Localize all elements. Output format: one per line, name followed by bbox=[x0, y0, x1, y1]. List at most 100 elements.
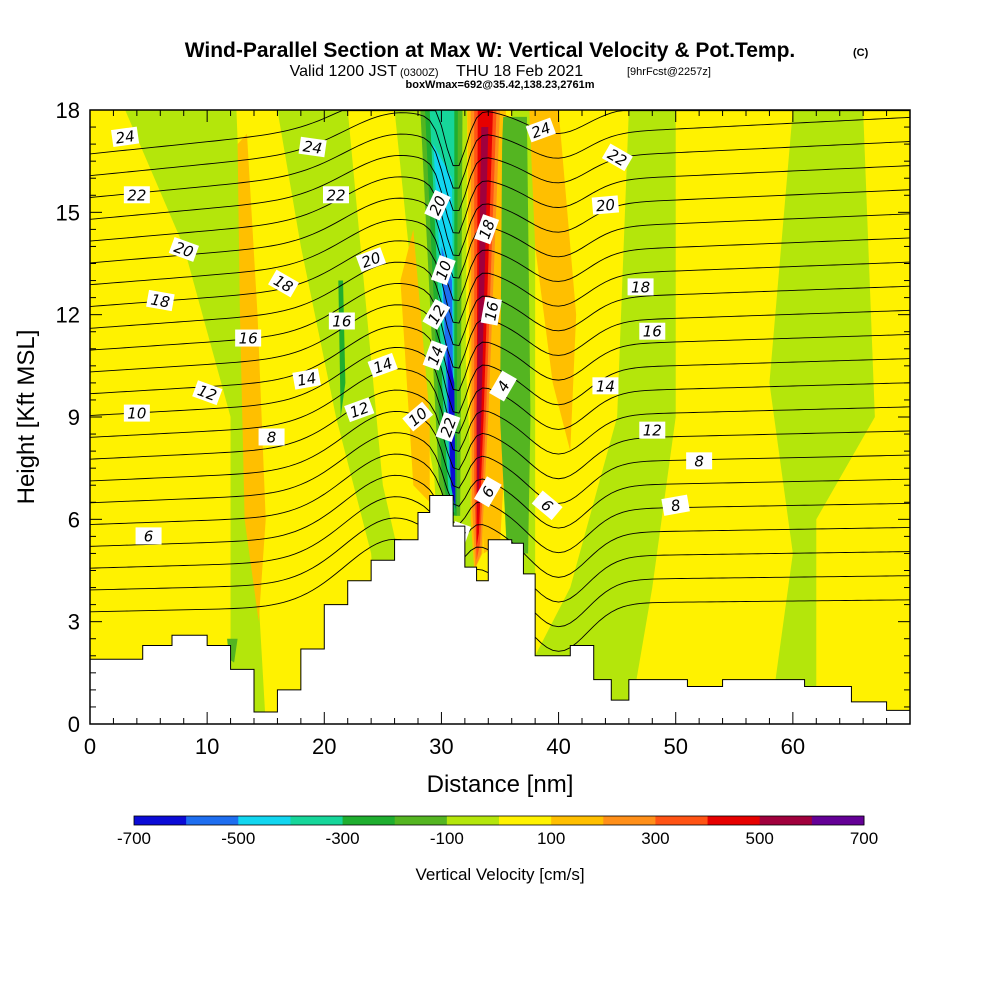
contour-label: 16 bbox=[480, 296, 502, 326]
y-axis: 0 3 6 9 12 15 18 bbox=[56, 98, 910, 737]
x-tick-label: 20 bbox=[312, 734, 336, 759]
colorbar-swatch bbox=[811, 816, 865, 825]
contour-label: 18 bbox=[627, 278, 654, 296]
contour-label-text: 14 bbox=[296, 369, 318, 390]
contour-label-text: 12 bbox=[347, 398, 371, 421]
contour-label-text: 24 bbox=[529, 119, 553, 142]
theta-contour-line bbox=[90, 304, 910, 392]
contour-label: 20 bbox=[168, 236, 200, 262]
theta-contour-line bbox=[90, 219, 910, 302]
contour-label-text: 12 bbox=[643, 422, 662, 440]
colorbar-swatch bbox=[446, 816, 500, 825]
colorbar-swatch bbox=[499, 816, 552, 825]
theta-contour-line bbox=[90, 410, 910, 504]
contour-label: 8 bbox=[661, 494, 690, 516]
contour-label-text: 16 bbox=[481, 300, 502, 322]
colorbar-tick-label: -100 bbox=[430, 829, 464, 848]
subtitle-date: THU 18 Feb 2021 bbox=[456, 63, 583, 80]
theta-contour-line bbox=[90, 197, 910, 279]
contour-label-text: 14 bbox=[424, 344, 447, 368]
colorbar-frame bbox=[133, 815, 865, 826]
theta-contour-line bbox=[90, 474, 910, 578]
colorbar-swatch bbox=[759, 816, 813, 825]
y-tick-label: 9 bbox=[68, 405, 80, 430]
upward-motion-region bbox=[816, 110, 910, 724]
contour-label-text: 6 bbox=[144, 527, 154, 545]
colorbar-swatch bbox=[394, 816, 448, 825]
contour-label: 14 bbox=[367, 352, 398, 378]
contour-label: 16 bbox=[235, 329, 262, 348]
contour-label-text: 8 bbox=[267, 428, 277, 446]
contour-label: 22 bbox=[435, 411, 461, 443]
contour-label-text: 16 bbox=[643, 323, 662, 341]
y-tick-label: 6 bbox=[68, 507, 80, 532]
chart-title: Wind-Parallel Section at Max W: Vertical… bbox=[185, 39, 796, 62]
contour-label: 24 bbox=[298, 136, 327, 158]
contour-label: 4 bbox=[489, 370, 517, 402]
x-tick-label: 30 bbox=[429, 734, 453, 759]
colorbar-swatch bbox=[655, 816, 709, 825]
colorbar-label: Vertical Velocity [cm/s] bbox=[415, 865, 584, 884]
contour-label-text: 18 bbox=[475, 217, 498, 241]
contour-label-text: 16 bbox=[239, 330, 258, 348]
contour-label-text: 14 bbox=[371, 354, 395, 377]
contour-label-text: 22 bbox=[437, 415, 460, 439]
contour-label-text: 20 bbox=[595, 196, 616, 216]
theta-contour-line bbox=[90, 325, 910, 414]
subtitle-valid: Valid 1200 JST bbox=[290, 63, 398, 80]
contour-label-text: 10 bbox=[127, 405, 146, 423]
contour-label: 12 bbox=[192, 380, 223, 406]
subtitle-forecast: [9hrFcst@2257z] bbox=[627, 66, 711, 78]
contour-label: 24 bbox=[111, 126, 140, 148]
contour-label: 20 bbox=[591, 195, 620, 216]
contour-label: 6 bbox=[531, 490, 563, 521]
contour-label-text: 16 bbox=[332, 312, 351, 330]
theta-contour-line bbox=[90, 453, 910, 554]
y-tick-label: 0 bbox=[68, 712, 80, 737]
x-tick-label: 50 bbox=[663, 734, 687, 759]
contour-label-text: 20 bbox=[172, 238, 196, 261]
y-tick-label: 12 bbox=[56, 303, 80, 328]
updraft-band bbox=[237, 133, 266, 622]
contour-label: 12 bbox=[639, 421, 666, 440]
colorbar-tick-label: -300 bbox=[326, 829, 360, 848]
y-tick-label: 3 bbox=[68, 610, 80, 635]
contour-label-text: 20 bbox=[359, 248, 383, 271]
theta-contour-line bbox=[90, 240, 910, 324]
y-tick-label: 15 bbox=[56, 200, 80, 225]
contour-label-text: 18 bbox=[631, 278, 650, 296]
contour-label: 14 bbox=[422, 340, 448, 371]
colorbar-swatch bbox=[290, 816, 344, 825]
contour-label: 22 bbox=[601, 143, 633, 172]
contour-label-text: 10 bbox=[432, 258, 455, 282]
subtitle-utc: (0300Z) bbox=[400, 67, 439, 79]
y-tick-label: 18 bbox=[56, 98, 80, 123]
title-copyright-mark: (C) bbox=[853, 47, 869, 59]
colorbar-tick-label: 700 bbox=[850, 829, 878, 848]
updraft-band bbox=[400, 229, 430, 503]
x-axis: 0 10 20 30 40 50 60 bbox=[84, 110, 888, 759]
theta-contour-line bbox=[90, 389, 910, 480]
theta-contour-line bbox=[90, 133, 910, 212]
colorbar-tick-label: 100 bbox=[537, 829, 565, 848]
colorbar-tick-label: -500 bbox=[221, 829, 255, 848]
contour-label-text: 24 bbox=[302, 137, 323, 157]
updraft-band bbox=[529, 110, 577, 452]
upward-motion-region bbox=[628, 110, 793, 724]
contour-label: 8 bbox=[258, 428, 285, 446]
contour-label-text: 18 bbox=[149, 291, 171, 312]
contour-label: 12 bbox=[344, 397, 375, 423]
contour-label: 6 bbox=[473, 476, 502, 508]
contour-label: 10 bbox=[123, 404, 150, 423]
x-tick-label: 10 bbox=[195, 734, 219, 759]
subtitle-box: boxWmax=692@35.42,138.23,2761m bbox=[406, 79, 595, 91]
theta-contour-line bbox=[90, 283, 910, 369]
terrain bbox=[90, 494, 910, 724]
contour-label: 18 bbox=[146, 289, 175, 312]
colorbar-swatch bbox=[134, 816, 187, 825]
colorbar-swatch bbox=[603, 816, 656, 825]
x-tick-label: 0 bbox=[84, 734, 96, 759]
